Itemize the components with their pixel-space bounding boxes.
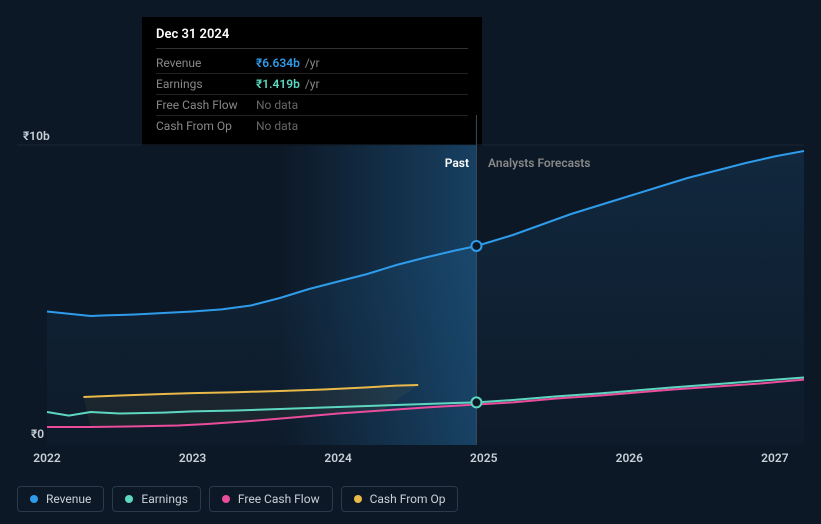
legend-item-earnings[interactable]: Earnings [112, 486, 201, 512]
legend-label: Free Cash Flow [238, 492, 320, 506]
tooltip-row-value: ₹6.634b /yr [256, 56, 320, 70]
forecast-label: Analysts Forecasts [488, 156, 590, 170]
marker-earnings [471, 397, 481, 407]
tooltip-row-label: Revenue [156, 56, 256, 70]
legend-dot-icon [125, 495, 133, 503]
tooltip-row-value: ₹1.419b /yr [256, 77, 320, 91]
legend-item-cash-from-op[interactable]: Cash From Op [341, 486, 459, 512]
legend-dot-icon [354, 495, 362, 503]
chart-area: ₹10b ₹0 Past Analysts Forecasts [17, 115, 804, 445]
x-axis-tick: 2022 [33, 451, 60, 465]
tooltip-row-unit: /yr [302, 77, 320, 91]
tooltip-row-label: Earnings [156, 77, 256, 91]
tooltip-row: Free Cash FlowNo data [156, 95, 468, 116]
line-chart[interactable] [17, 115, 804, 445]
x-axis-tick: 2025 [470, 451, 497, 465]
x-axis-tick: 2026 [616, 451, 643, 465]
tooltip-row-label: Free Cash Flow [156, 98, 256, 112]
tooltip-row-value: No data [256, 98, 298, 112]
y-axis-max-label: ₹10b [23, 129, 50, 143]
x-axis-tick: 2027 [761, 451, 788, 465]
legend-item-free-cash-flow[interactable]: Free Cash Flow [209, 486, 333, 512]
tooltip-date: Dec 31 2024 [156, 27, 468, 49]
legend-label: Earnings [141, 492, 188, 506]
legend-label: Revenue [46, 492, 91, 506]
tooltip-row-unit: /yr [302, 56, 320, 70]
past-label: Past [445, 156, 469, 170]
chart-legend: Revenue Earnings Free Cash Flow Cash From O… [17, 486, 458, 512]
x-axis-tick: 2023 [179, 451, 206, 465]
legend-dot-icon [222, 495, 230, 503]
legend-label: Cash From Op [370, 492, 446, 506]
tooltip-row: Earnings₹1.419b /yr [156, 74, 468, 95]
x-axis-labels: 2022 2023 2024 2025 2026 2027 [17, 451, 804, 471]
legend-dot-icon [30, 495, 38, 503]
tooltip-row: Revenue₹6.634b /yr [156, 53, 468, 74]
x-axis-tick: 2024 [324, 451, 351, 465]
y-axis-zero-label: ₹0 [31, 427, 44, 441]
legend-item-revenue[interactable]: Revenue [17, 486, 104, 512]
marker-revenue [471, 241, 481, 251]
